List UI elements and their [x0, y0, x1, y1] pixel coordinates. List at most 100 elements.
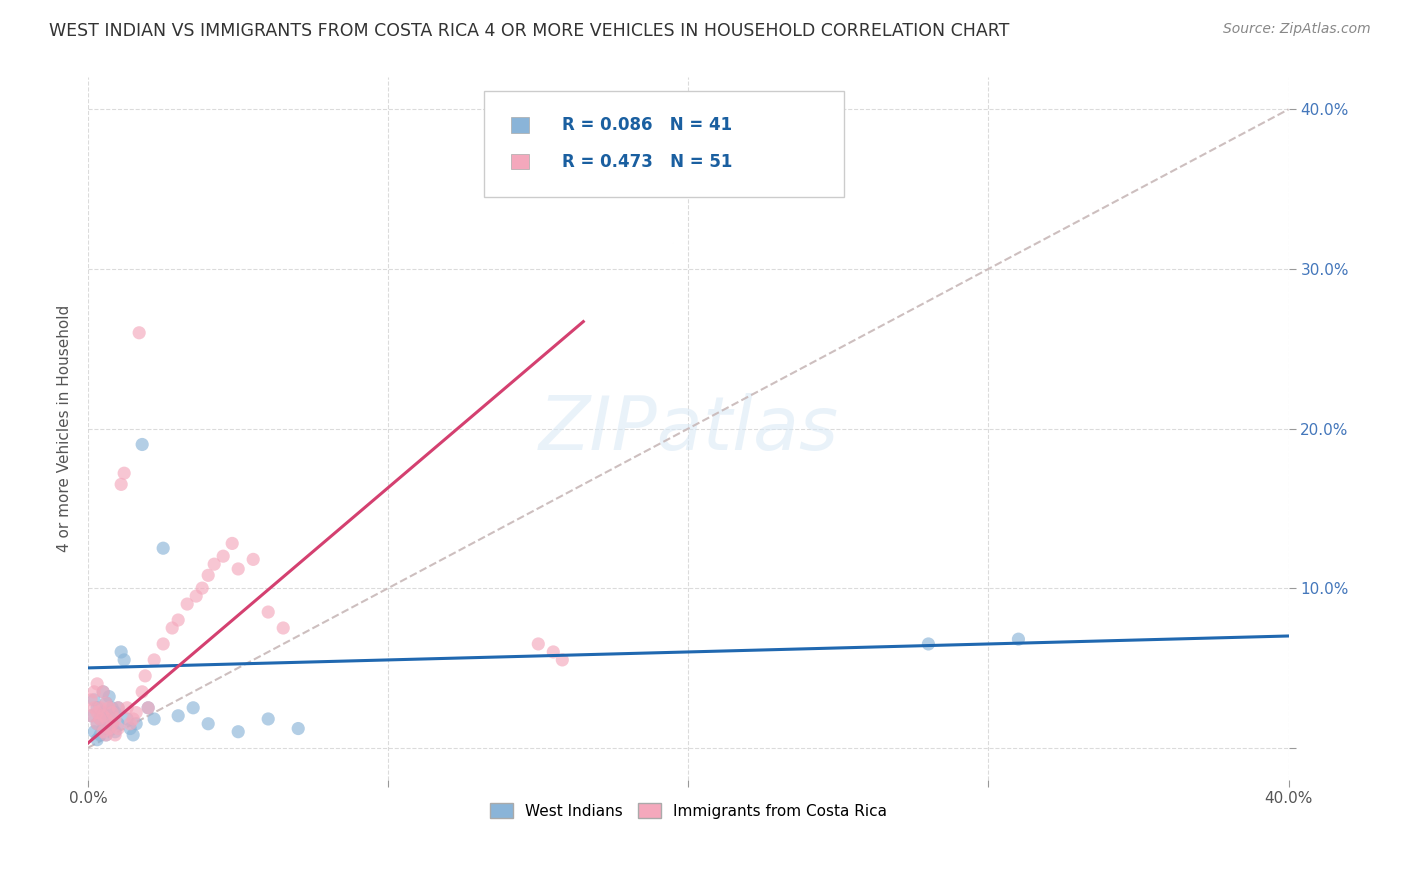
- Point: [91, 708, 114, 723]
- Point: [96, 712, 118, 726]
- Point: [89, 728, 111, 742]
- Point: [101, 700, 124, 714]
- Point: [91, 724, 114, 739]
- Text: R = 0.086   N = 41: R = 0.086 N = 41: [562, 116, 733, 134]
- Point: [212, 549, 235, 564]
- Point: [543, 645, 565, 659]
- Point: [91, 706, 114, 720]
- Point: [86, 677, 108, 691]
- Point: [98, 708, 121, 723]
- Point: [202, 557, 225, 571]
- Point: [104, 706, 127, 720]
- Point: [197, 568, 219, 582]
- Point: [136, 700, 159, 714]
- Text: R = 0.473   N = 51: R = 0.473 N = 51: [562, 153, 733, 170]
- Point: [136, 700, 159, 714]
- Point: [104, 728, 127, 742]
- Point: [89, 712, 111, 726]
- Point: [98, 722, 121, 736]
- Point: [152, 541, 174, 556]
- Point: [98, 690, 121, 704]
- Point: [257, 712, 280, 726]
- Point: [197, 716, 219, 731]
- Point: [125, 716, 148, 731]
- Point: [98, 700, 121, 714]
- Point: [83, 700, 105, 714]
- Point: [143, 653, 166, 667]
- Point: [96, 728, 118, 742]
- Point: [83, 693, 105, 707]
- FancyBboxPatch shape: [510, 118, 529, 133]
- Point: [80, 708, 103, 723]
- Point: [160, 621, 183, 635]
- Point: [89, 712, 111, 726]
- Point: [131, 685, 153, 699]
- Point: [107, 716, 129, 731]
- Point: [110, 477, 132, 491]
- Point: [110, 645, 132, 659]
- Point: [96, 696, 118, 710]
- Point: [101, 706, 124, 720]
- Text: WEST INDIAN VS IMMIGRANTS FROM COSTA RICA 4 OR MORE VEHICLES IN HOUSEHOLD CORREL: WEST INDIAN VS IMMIGRANTS FROM COSTA RIC…: [49, 22, 1010, 40]
- FancyBboxPatch shape: [510, 154, 529, 169]
- Point: [86, 706, 108, 720]
- Point: [152, 637, 174, 651]
- Point: [91, 685, 114, 699]
- Point: [134, 669, 156, 683]
- Point: [527, 637, 550, 651]
- Point: [115, 700, 138, 714]
- Point: [167, 708, 190, 723]
- Point: [104, 712, 127, 726]
- Point: [86, 700, 108, 714]
- Point: [551, 653, 574, 667]
- Point: [271, 621, 294, 635]
- Legend: West Indians, Immigrants from Costa Rica: West Indians, Immigrants from Costa Rica: [484, 797, 893, 824]
- Point: [112, 653, 135, 667]
- Y-axis label: 4 or more Vehicles in Household: 4 or more Vehicles in Household: [58, 305, 72, 552]
- Point: [186, 589, 208, 603]
- Point: [242, 552, 264, 566]
- Point: [104, 724, 127, 739]
- Point: [83, 724, 105, 739]
- Point: [1007, 632, 1029, 647]
- Point: [167, 613, 190, 627]
- Point: [128, 326, 150, 340]
- Point: [143, 712, 166, 726]
- Point: [98, 722, 121, 736]
- Point: [226, 562, 249, 576]
- FancyBboxPatch shape: [484, 92, 845, 197]
- Point: [89, 700, 111, 714]
- Point: [86, 716, 108, 731]
- Point: [115, 712, 138, 726]
- Point: [226, 724, 249, 739]
- Point: [107, 722, 129, 736]
- Point: [91, 722, 114, 736]
- Point: [191, 581, 214, 595]
- Point: [181, 700, 204, 714]
- Point: [80, 708, 103, 723]
- Point: [86, 716, 108, 731]
- Point: [131, 437, 153, 451]
- Point: [96, 696, 118, 710]
- Point: [917, 637, 939, 651]
- Point: [122, 712, 145, 726]
- Point: [101, 716, 124, 731]
- Point: [287, 722, 309, 736]
- Point: [112, 467, 135, 481]
- Point: [83, 685, 105, 699]
- Point: [120, 716, 142, 731]
- Point: [80, 693, 103, 707]
- Point: [101, 716, 124, 731]
- Point: [91, 685, 114, 699]
- Point: [257, 605, 280, 619]
- Point: [221, 536, 243, 550]
- Point: [86, 732, 108, 747]
- Point: [120, 722, 142, 736]
- Point: [122, 728, 145, 742]
- Point: [125, 706, 148, 720]
- Point: [96, 712, 118, 726]
- Point: [96, 728, 118, 742]
- Point: [107, 700, 129, 714]
- Point: [176, 597, 198, 611]
- Text: ZIPatlas: ZIPatlas: [538, 392, 838, 465]
